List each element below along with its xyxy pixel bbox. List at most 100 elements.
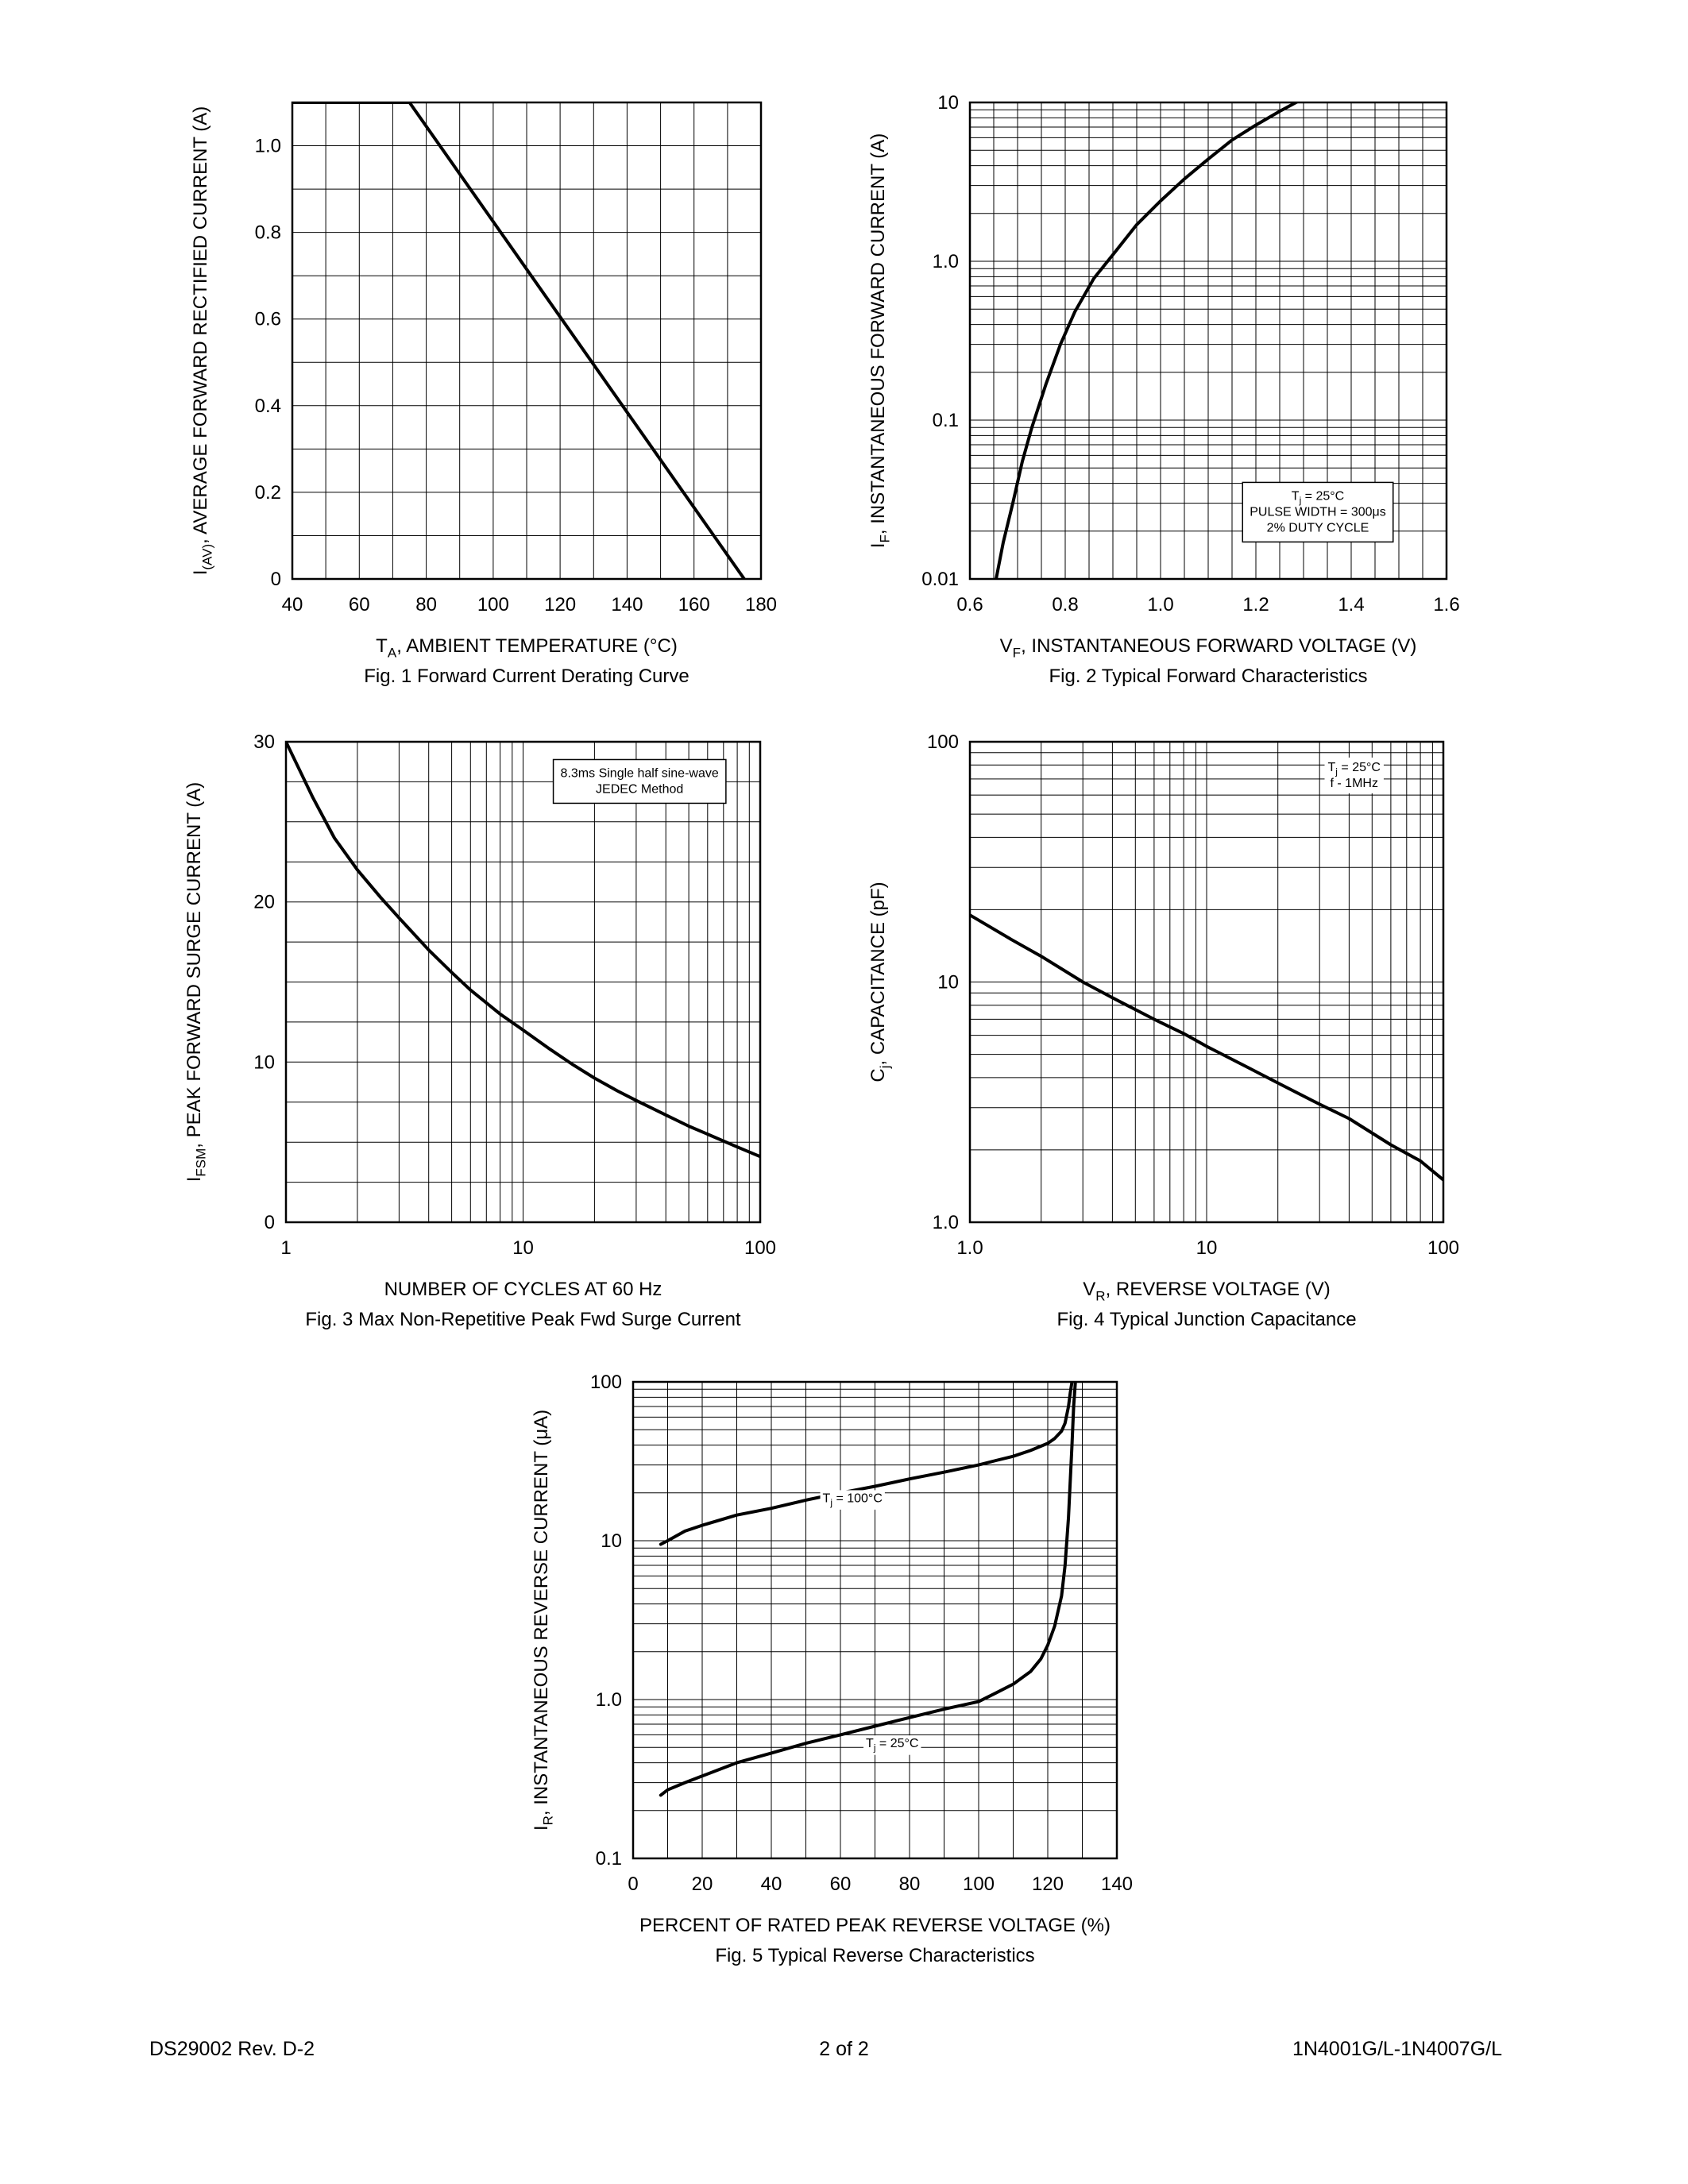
figure-caption: Fig. 4 Typical Junction Capacitance <box>1056 1309 1356 1330</box>
curve-label: Tj = 25°C <box>863 1735 921 1755</box>
svg-text:0.6: 0.6 <box>255 309 281 330</box>
svg-text:100: 100 <box>744 1237 776 1259</box>
svg-text:40: 40 <box>282 594 303 615</box>
gridlines <box>292 102 762 580</box>
curve-reverse-current-25c <box>659 1381 1077 1797</box>
svg-text:160: 160 <box>678 594 710 615</box>
plot-frame <box>968 101 1448 581</box>
curve-junction-capacitance <box>969 913 1444 1182</box>
svg-text:1.2: 1.2 <box>1242 594 1269 615</box>
svg-text:80: 80 <box>899 1873 921 1895</box>
curve-label: Tj = 100°C <box>820 1490 885 1510</box>
svg-text:Tj = 100°C: Tj = 100°C <box>823 1491 883 1507</box>
footer-doc-number: DS29002 Rev. D-2 <box>149 2038 315 2060</box>
svg-text:1: 1 <box>280 1237 291 1259</box>
curve-derating-curve <box>292 102 746 580</box>
svg-text:100: 100 <box>1427 1237 1459 1259</box>
plot-frame <box>291 101 763 581</box>
annotation-note: 8.3ms Single half sine-wave JEDEC Method <box>552 758 727 805</box>
svg-text:0.2: 0.2 <box>255 482 281 504</box>
svg-text:120: 120 <box>1032 1873 1064 1895</box>
svg-text:180: 180 <box>745 594 777 615</box>
x-axis-title: VF, INSTANTANEOUS FORWARD VOLTAGE (V) <box>1000 635 1417 661</box>
svg-text:1.0: 1.0 <box>596 1689 622 1711</box>
plot-frame <box>284 740 762 1224</box>
figure-caption: Fig. 3 Max Non-Repetitive Peak Fwd Surge… <box>305 1309 741 1330</box>
annotation-note: Tj = 25°Cf - 1MHz <box>1324 757 1384 793</box>
svg-text:1.0: 1.0 <box>933 251 959 272</box>
svg-text:0.01: 0.01 <box>921 569 959 590</box>
plot-frame <box>968 740 1445 1224</box>
svg-text:10: 10 <box>512 1237 534 1259</box>
gridlines <box>632 1381 1118 1859</box>
figure-caption: Fig. 2 Typical Forward Characteristics <box>1049 666 1367 687</box>
svg-text:f - 1MHz: f - 1MHz <box>1331 777 1378 790</box>
y-axis-title: IFSM, PEAK FORWARD SURGE CURRENT (A) <box>183 782 209 1183</box>
svg-text:2% DUTY CYCLE: 2% DUTY CYCLE <box>1267 521 1369 534</box>
curve-reverse-current-100c <box>659 1381 1074 1546</box>
svg-text:140: 140 <box>1101 1873 1133 1895</box>
svg-text:60: 60 <box>830 1873 852 1895</box>
svg-text:20: 20 <box>253 892 275 913</box>
svg-text:10: 10 <box>601 1530 622 1552</box>
x-axis-title: PERCENT OF RATED PEAK REVERSE VOLTAGE (%… <box>639 1915 1111 1936</box>
footer-part-number: 1N4001G/L-1N4007G/L <box>1292 2038 1502 2060</box>
svg-text:1.0: 1.0 <box>933 1212 959 1233</box>
svg-text:Tj = 25°C: Tj = 25°C <box>1328 761 1381 777</box>
svg-text:Tj = 25°C: Tj = 25°C <box>866 1737 918 1753</box>
tick-labels: 0.6 0.8 1.0 1.2 1.4 1.6 0.01 0.1 1.0 10 <box>921 92 1459 615</box>
fig5-chart-canvas: Tj = 100°C Tj = 25°C 0 20 40 60 80 100 120 140 0.1… <box>531 1372 1133 1966</box>
svg-text:100: 100 <box>477 594 509 615</box>
fig1-forward-current-derating: 40 60 80 100 120 140 160 180 0 0.2 0.4 0.6 0.8 1.0 TA,… <box>157 83 785 694</box>
svg-text:1.6: 1.6 <box>1433 594 1459 615</box>
y-axis-title: IF, INSTANTANEOUS FORWARD CURRENT (A) <box>867 133 893 548</box>
gridlines <box>285 741 761 1223</box>
fig3-peak-forward-surge-current: 8.3ms Single half sine-wave JEDEC Method 1… <box>151 722 784 1337</box>
x-axis-title: NUMBER OF CYCLES AT 60 Hz <box>384 1279 662 1300</box>
fig2-typical-forward-characteristics: Tj = 25°C PULSE WIDTH = 300μs 2% DUTY CYCL… <box>835 83 1470 694</box>
svg-text:20: 20 <box>692 1873 713 1895</box>
fig4-typical-junction-capacitance: Tj = 25°C f - 1MHz 1.0 10 100 1.0 10 100 VR, REV… <box>835 722 1467 1337</box>
svg-text:10: 10 <box>937 92 959 114</box>
figure-caption: Fig. 5 Typical Reverse Characteristics <box>715 1945 1034 1966</box>
svg-text:1.0: 1.0 <box>956 1237 983 1259</box>
fig5-typical-reverse-characteristics: Tj = 100°C Tj = 25°C 0 20 40 60 80 100 120 140 0.1… <box>498 1362 1141 1974</box>
svg-text:1.0: 1.0 <box>255 136 281 157</box>
svg-text:140: 140 <box>611 594 643 615</box>
y-axis-title: I(AV), AVERAGE FORWARD RECTIFIED CURRENT… <box>190 106 215 576</box>
svg-text:100: 100 <box>590 1372 622 1393</box>
svg-text:0: 0 <box>265 1212 275 1233</box>
svg-text:40: 40 <box>761 1873 782 1895</box>
svg-text:100: 100 <box>963 1873 995 1895</box>
svg-text:PULSE WIDTH = 300μs: PULSE WIDTH = 300μs <box>1250 505 1386 519</box>
tick-labels: 1 10 100 0 10 20 30 <box>253 731 776 1259</box>
svg-text:60: 60 <box>349 594 370 615</box>
svg-text:0.8: 0.8 <box>255 222 281 244</box>
x-axis-title: VR, REVERSE VOLTAGE (V) <box>1083 1279 1330 1304</box>
gridlines <box>969 741 1444 1223</box>
svg-text:10: 10 <box>1196 1237 1218 1259</box>
svg-text:8.3ms Single half sine-wave: 8.3ms Single half sine-wave <box>561 766 719 780</box>
svg-text:Tj = 25°C: Tj = 25°C <box>1292 489 1344 505</box>
tick-labels: 40 60 80 100 120 140 160 180 0 0.2 0.4 0.6 0.8 1.0 <box>255 136 777 615</box>
svg-text:0.6: 0.6 <box>956 594 983 615</box>
svg-text:10: 10 <box>937 972 959 994</box>
svg-text:120: 120 <box>544 594 576 615</box>
curve-surge-current <box>285 741 761 1159</box>
x-axis-title: TA, AMBIENT TEMPERATURE (°C) <box>376 635 678 661</box>
svg-text:0.8: 0.8 <box>1052 594 1078 615</box>
svg-text:0: 0 <box>271 569 281 590</box>
plot-frame <box>632 1380 1118 1860</box>
svg-text:100: 100 <box>927 731 959 753</box>
fig4-chart-canvas: Tj = 25°Cf - 1MHz 1.0 10 100 1.0 10 100 VR, REV… <box>867 731 1459 1330</box>
footer-page-number: 2 of 2 <box>819 2038 869 2060</box>
y-axis-title: Cj, CAPACITANCE (pF) <box>867 882 893 1082</box>
y-axis-title: IR, INSTANTANEOUS REVERSE CURRENT (μA) <box>531 1410 556 1831</box>
svg-text:JEDEC Method: JEDEC Method <box>596 782 683 796</box>
svg-text:80: 80 <box>415 594 437 615</box>
fig3-chart-canvas: 8.3ms Single half sine-wave JEDEC Method 1… <box>183 731 776 1330</box>
svg-text:0.1: 0.1 <box>933 410 959 431</box>
